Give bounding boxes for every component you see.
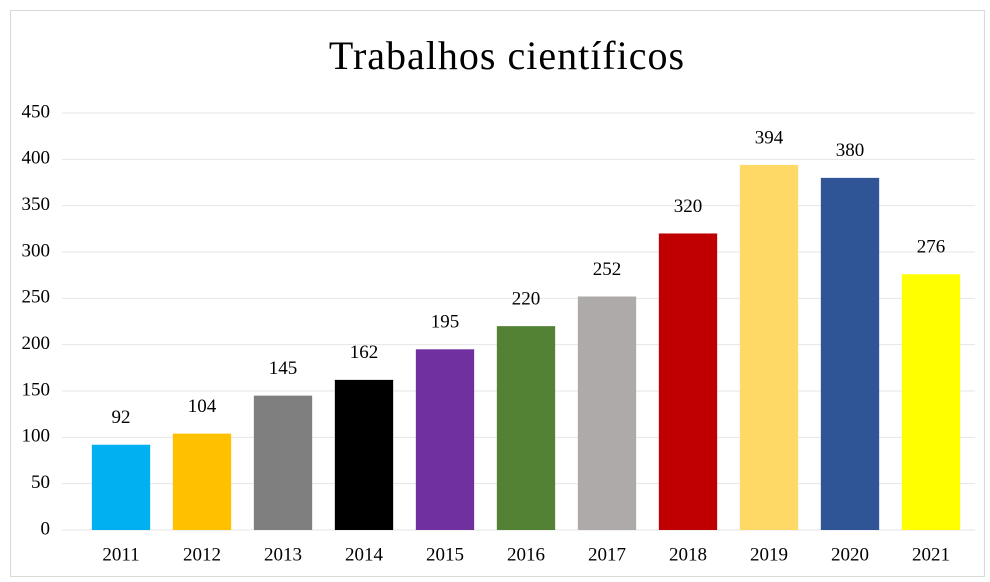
data-label: 276 — [917, 237, 946, 258]
x-tick-label: 2015 — [426, 544, 464, 565]
data-label: 195 — [431, 312, 460, 333]
x-tick-label: 2011 — [102, 544, 139, 565]
bar — [415, 349, 475, 530]
bar — [91, 444, 151, 530]
data-label: 162 — [350, 342, 379, 363]
y-tick-label: 50 — [31, 472, 50, 493]
y-tick-label: 250 — [22, 287, 51, 308]
x-tick-label: 2021 — [912, 544, 950, 565]
y-tick-label: 350 — [22, 194, 51, 215]
data-label: 220 — [512, 288, 541, 309]
bar — [172, 433, 232, 530]
data-label: 145 — [269, 358, 298, 379]
y-tick-label: 150 — [22, 379, 51, 400]
bar — [334, 379, 394, 530]
x-tick-label: 2014 — [345, 544, 384, 565]
x-tick-label: 2017 — [588, 544, 626, 565]
bar — [820, 177, 880, 530]
y-tick-label: 0 — [41, 518, 51, 539]
data-label: 320 — [674, 196, 703, 217]
y-tick-label: 300 — [22, 240, 51, 261]
y-tick-label: 400 — [22, 148, 51, 169]
y-tick-label: 100 — [22, 426, 51, 447]
bar — [253, 395, 313, 530]
bar — [496, 326, 556, 530]
x-tick-label: 2019 — [750, 544, 788, 565]
x-tick-label: 2018 — [669, 544, 707, 565]
data-label: 92 — [112, 407, 131, 428]
x-tick-label: 2020 — [831, 544, 869, 565]
y-tick-label: 450 — [22, 101, 51, 122]
data-label: 104 — [188, 396, 217, 417]
data-label: 380 — [836, 140, 865, 161]
x-tick-label: 2013 — [264, 544, 302, 565]
bar — [901, 274, 961, 530]
x-tick-label: 2012 — [183, 544, 221, 565]
data-label: 394 — [755, 127, 784, 148]
bar — [577, 296, 637, 530]
data-label: 252 — [593, 259, 622, 280]
y-tick-label: 200 — [22, 333, 51, 354]
bar — [658, 233, 718, 530]
chart-title: Trabalhos científicos — [329, 33, 685, 78]
bar — [739, 164, 799, 531]
x-tick-label: 2016 — [507, 544, 545, 565]
